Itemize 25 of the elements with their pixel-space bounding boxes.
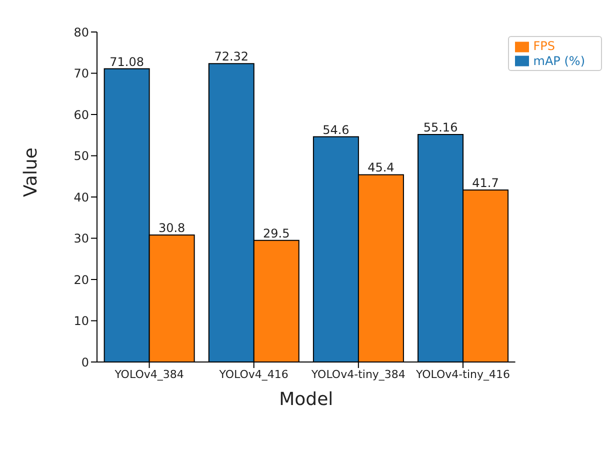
data-label: 55.16 (423, 120, 458, 134)
y-tick-label: 50 (74, 149, 89, 164)
x-tick-label: YOLOv4_384 (114, 368, 184, 381)
y-tick-label: 80 (74, 25, 89, 40)
legend-label: FPS (533, 39, 556, 53)
y-axis-title: Value (20, 148, 42, 197)
x-axis-title: Model (279, 388, 334, 410)
y-tick-label: 20 (74, 272, 89, 287)
data-label: 72.32 (214, 50, 249, 64)
y-tick-label: 0 (81, 355, 89, 370)
data-label: 30.8 (158, 220, 186, 235)
x-tick-label: YOLOv4-tiny_416 (414, 368, 510, 381)
data-label: 41.7 (472, 176, 499, 190)
data-label: 71.08 (110, 54, 144, 69)
x-tick-label: YOLOv4-tiny_384 (310, 368, 406, 381)
legend-label: mAP (%) (533, 54, 585, 68)
data-label: 29.5 (263, 226, 290, 240)
x-tick-label: YOLOv4_416 (218, 368, 288, 381)
data-label: 45.4 (368, 160, 394, 175)
y-tick-label: 10 (74, 314, 89, 328)
y-tick-label: 30 (74, 232, 89, 246)
y-tick-label: 40 (74, 190, 89, 204)
data-label: 54.6 (322, 122, 350, 137)
y-tick-label: 70 (74, 66, 89, 81)
y-tick-label: 60 (74, 108, 89, 122)
